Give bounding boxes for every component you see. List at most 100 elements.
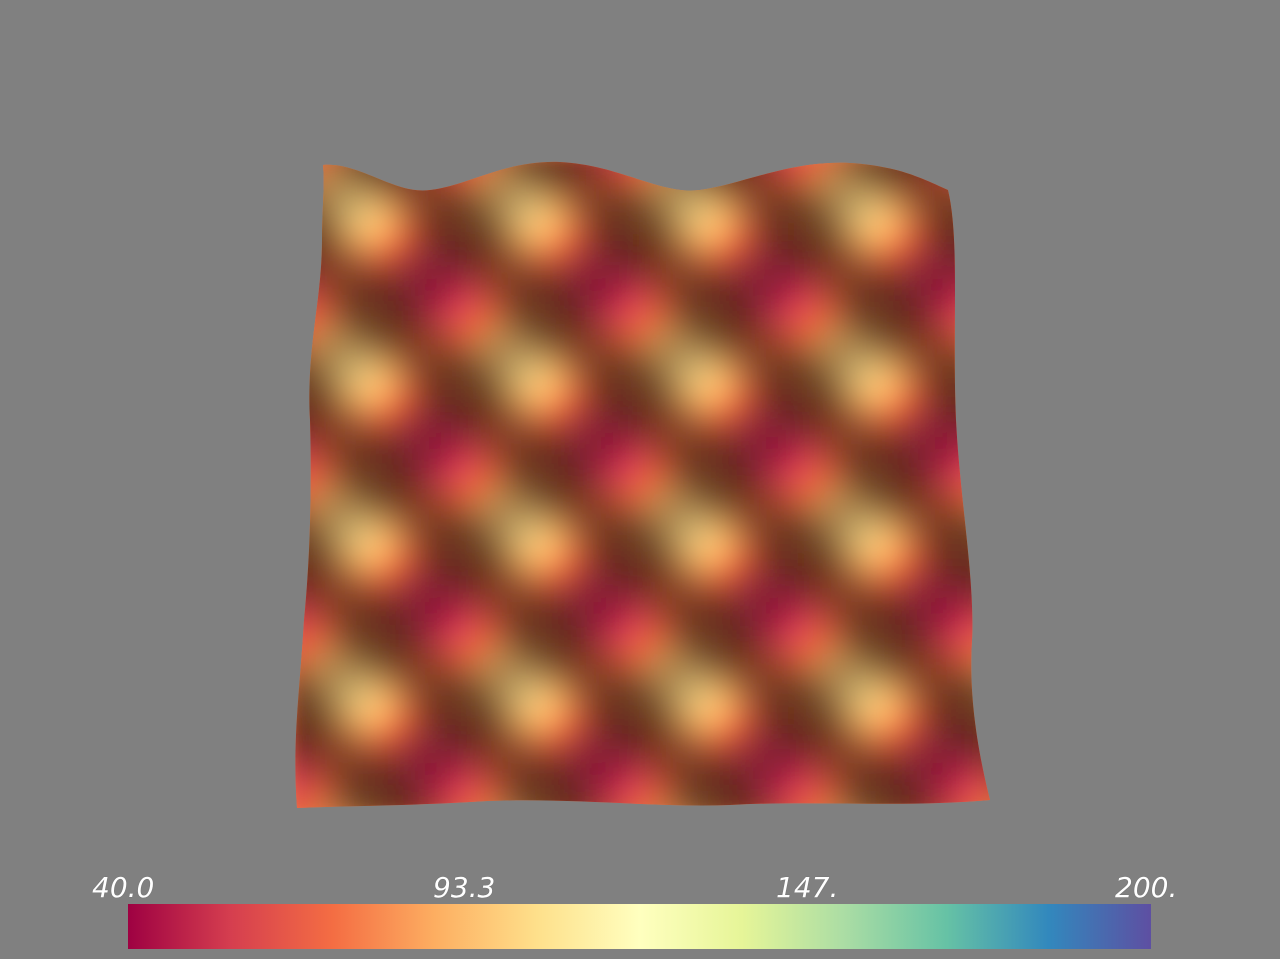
surface-cell [499,738,511,750]
surface-cell [763,562,775,574]
surface-cell [620,595,632,607]
surface-cell [950,408,962,420]
surface-cell [928,749,940,761]
surface-cell [884,408,896,420]
surface-cell [774,529,786,541]
surface-cell [488,452,500,464]
surface-cell [400,749,412,761]
surface-cell [642,232,654,244]
surface-cell [873,243,885,255]
surface-cell [323,628,335,640]
surface-cell [906,320,918,332]
surface-cell [499,309,511,321]
surface-cell [295,199,302,211]
surface-cell [785,628,797,640]
surface-cell [620,507,632,519]
surface-cell [917,375,929,387]
surface-cell [884,375,896,387]
surface-cell [312,331,324,343]
surface-cell [807,705,819,717]
surface-cell [620,265,632,277]
surface-cell [345,650,357,662]
surface-cell [466,419,478,431]
surface-cell [939,617,951,629]
surface-cell [532,518,544,530]
surface-cell [774,276,786,288]
surface-cell [752,694,764,706]
surface-cell [389,177,401,189]
surface-cell [576,397,588,409]
surface-cell [653,331,665,343]
surface-cell [488,606,500,618]
surface-cell [818,287,830,299]
surface-cell [367,452,379,464]
surface-cell [840,507,852,519]
surface-cell [741,243,753,255]
surface-cell [378,375,390,387]
surface-cell [730,287,742,299]
surface-cell [653,375,665,387]
surface-cell [917,320,929,332]
surface-cell [895,606,907,618]
surface-cell [862,573,874,585]
surface-cell [730,639,742,651]
surface-cell [697,639,709,651]
surface-cell [983,441,990,453]
surface-cell [807,441,819,453]
surface-cell [983,518,990,530]
surface-cell [477,342,489,354]
surface-cell [653,496,665,508]
surface-cell [763,298,775,310]
surface-cell [642,562,654,574]
surface-cell [928,496,940,508]
surface-cell [323,727,335,739]
surface-cell [796,375,808,387]
surface-cell [312,661,324,673]
surface-cell [840,573,852,585]
surface-cell [301,287,313,299]
surface-cell [873,606,885,618]
surface-cell [411,683,423,695]
surface-cell [323,161,335,167]
surface-cell [697,749,709,761]
surface-cell [477,727,489,739]
surface-cell [411,562,423,574]
surface-cell [840,199,852,211]
surface-cell [807,221,819,233]
surface-cell [466,551,478,563]
surface-cell [752,199,764,211]
surface-cell [895,408,907,420]
surface-cell [807,584,819,596]
surface-cell [752,320,764,332]
surface-cell [312,507,324,519]
surface-cell [422,265,434,277]
surface-cell [851,661,863,673]
surface-cell [620,397,632,409]
surface-cell [345,287,357,299]
surface-cell [972,221,984,233]
surface-cell [367,661,379,673]
surface-cell [433,199,445,211]
surface-cell [675,199,687,211]
surface-cell [543,661,555,673]
surface-cell [433,309,445,321]
surface-cell [818,265,830,277]
surface-cell [433,760,445,772]
surface-cell [389,452,401,464]
surface-cell [345,617,357,629]
surface-cell [455,408,467,420]
surface-cell [829,331,841,343]
surface-cell [532,793,544,805]
surface-cell [752,430,764,442]
surface-cell [295,221,302,233]
surface-cell [862,650,874,662]
surface-cell [950,364,962,376]
surface-cell [301,672,313,684]
surface-cell [774,716,786,728]
surface-cell [400,804,412,809]
surface-cell [664,342,676,354]
surface-cell [356,265,368,277]
surface-cell [829,386,841,398]
